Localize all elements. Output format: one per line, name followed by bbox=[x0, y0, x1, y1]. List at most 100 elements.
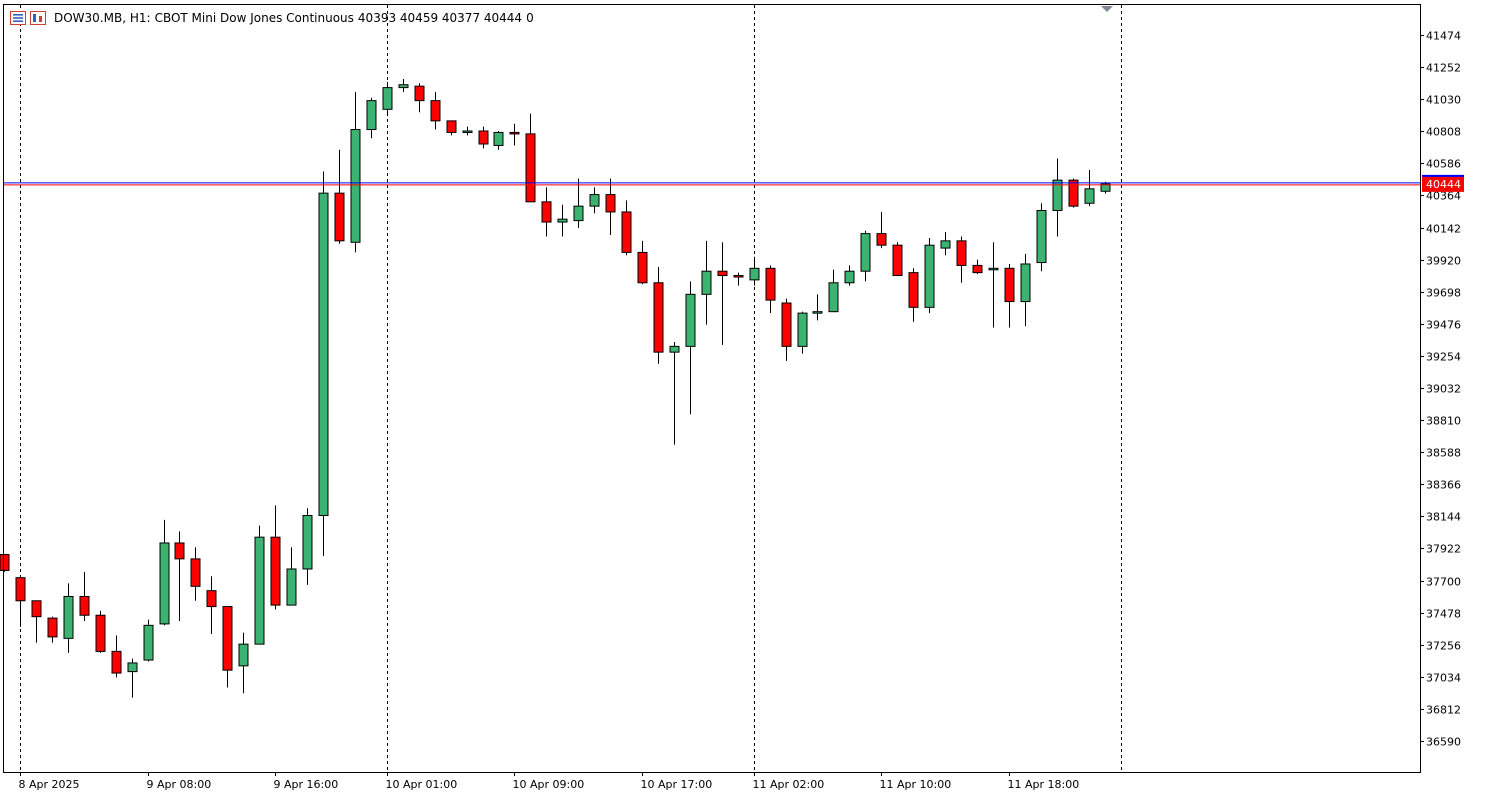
bull-candle-body bbox=[988, 267, 999, 271]
candle bbox=[956, 236, 967, 283]
candle bbox=[828, 269, 839, 313]
price-tag: 40444 bbox=[1422, 174, 1464, 192]
x-tick-label: 11 Apr 10:00 bbox=[880, 778, 952, 791]
candle bbox=[892, 242, 903, 277]
y-tick-label: 37700 bbox=[1426, 576, 1461, 589]
y-tick-label: 38144 bbox=[1426, 511, 1461, 524]
price-axis[interactable]: 41474 41252 41030 40808 40586 40364 40142 39920… bbox=[1420, 30, 1461, 749]
bull-candle-body bbox=[462, 130, 473, 133]
bull-candle-body bbox=[493, 131, 504, 146]
candle bbox=[972, 259, 983, 275]
y-tick-label: 40142 bbox=[1426, 223, 1461, 236]
candle bbox=[988, 242, 999, 328]
bear-candle-body bbox=[79, 595, 90, 616]
time-axis[interactable]: 8 Apr 2025 9 Apr 08:00 9 Apr 16:00 10 Apr 0… bbox=[19, 772, 1080, 791]
y-tick-label: 38810 bbox=[1426, 415, 1461, 428]
candle bbox=[653, 266, 664, 364]
candle bbox=[143, 619, 154, 662]
chart-properties-icon[interactable] bbox=[10, 11, 26, 25]
chart-symbol: DOW30.MB, H1: bbox=[54, 11, 151, 25]
candle bbox=[940, 232, 951, 256]
y-tick-label: 36590 bbox=[1426, 736, 1461, 749]
candle bbox=[860, 230, 871, 282]
candle bbox=[509, 123, 520, 146]
candle bbox=[334, 149, 345, 244]
candle bbox=[541, 187, 552, 237]
indicator-list-icon[interactable] bbox=[30, 11, 46, 25]
candle bbox=[781, 298, 792, 361]
bull-candle-body bbox=[350, 129, 361, 243]
bear-candle-body bbox=[174, 542, 185, 560]
candle bbox=[876, 211, 887, 249]
y-tick-label: 39698 bbox=[1426, 287, 1461, 300]
y-tick-label: 40586 bbox=[1426, 158, 1461, 171]
bull-candle-body bbox=[589, 194, 600, 207]
bear-candle-body bbox=[334, 192, 345, 242]
bear-candle-body bbox=[733, 275, 744, 278]
candle bbox=[382, 81, 393, 116]
chart-shift-marker-icon[interactable] bbox=[1101, 6, 1113, 12]
bear-candle-body bbox=[31, 600, 42, 618]
bear-candle-body bbox=[765, 267, 776, 301]
y-tick-label: 39032 bbox=[1426, 383, 1461, 396]
bull-candle-body bbox=[828, 282, 839, 313]
bull-candle-body bbox=[382, 87, 393, 110]
bull-candle-body bbox=[143, 624, 154, 661]
candle bbox=[1036, 203, 1047, 272]
candle bbox=[525, 113, 536, 203]
bull-candle-body bbox=[860, 233, 871, 272]
day-separators bbox=[20, 5, 1122, 772]
bull-candle-body bbox=[701, 270, 712, 295]
candle bbox=[222, 606, 233, 688]
candle bbox=[111, 635, 122, 678]
y-tick-label: 37034 bbox=[1426, 672, 1461, 685]
y-tick-label: 39476 bbox=[1426, 319, 1461, 332]
candle bbox=[350, 91, 361, 253]
bull-candle-body bbox=[254, 536, 265, 645]
candle bbox=[318, 171, 329, 556]
bull-candle-body bbox=[940, 240, 951, 249]
candle bbox=[749, 256, 760, 286]
y-tick-label: 36812 bbox=[1426, 704, 1461, 717]
bull-candle-body bbox=[286, 568, 297, 606]
bull-candle-body bbox=[1036, 209, 1047, 264]
y-tick-label: 37922 bbox=[1426, 543, 1461, 556]
x-tick-label: 9 Apr 16:00 bbox=[274, 778, 339, 791]
bear-candle-body bbox=[621, 211, 632, 253]
candle bbox=[0, 554, 10, 572]
candle bbox=[717, 242, 728, 345]
bull-candle-body bbox=[812, 311, 823, 314]
x-tick-label: 11 Apr 02:00 bbox=[753, 778, 825, 791]
bear-candle-body bbox=[446, 120, 457, 133]
bull-candle-body bbox=[302, 514, 313, 570]
y-tick-label: 38366 bbox=[1426, 479, 1461, 492]
candle bbox=[493, 130, 504, 150]
candle bbox=[238, 632, 249, 694]
bull-candle-body bbox=[844, 270, 855, 284]
chart-header: DOW30.MB, H1: CBOT Mini Dow Jones Contin… bbox=[10, 9, 534, 27]
bull-candle-body bbox=[669, 345, 680, 353]
candle bbox=[1020, 253, 1031, 327]
candle bbox=[685, 281, 696, 415]
candle bbox=[446, 120, 457, 136]
bull-candle-body bbox=[398, 84, 409, 89]
chart-ohlc: 40393 40459 40377 40444 bbox=[357, 11, 523, 25]
candle bbox=[1100, 181, 1111, 194]
candle bbox=[844, 265, 855, 286]
y-tick-label: 41030 bbox=[1426, 94, 1461, 107]
candle bbox=[1068, 178, 1079, 208]
candle bbox=[605, 178, 616, 236]
y-tick-label: 41474 bbox=[1426, 30, 1461, 43]
bear-candle-body bbox=[206, 590, 217, 608]
bear-candle-body bbox=[111, 650, 122, 674]
bull-candle-body bbox=[63, 595, 74, 639]
bull-candle-body bbox=[685, 293, 696, 347]
candle bbox=[701, 240, 712, 325]
bear-candle-body bbox=[717, 270, 728, 277]
bull-candle-body bbox=[318, 192, 329, 516]
bull-candle-body bbox=[749, 267, 760, 281]
bear-candle-body bbox=[270, 536, 281, 606]
y-tick-label: 37478 bbox=[1426, 608, 1461, 621]
candle bbox=[589, 187, 600, 214]
